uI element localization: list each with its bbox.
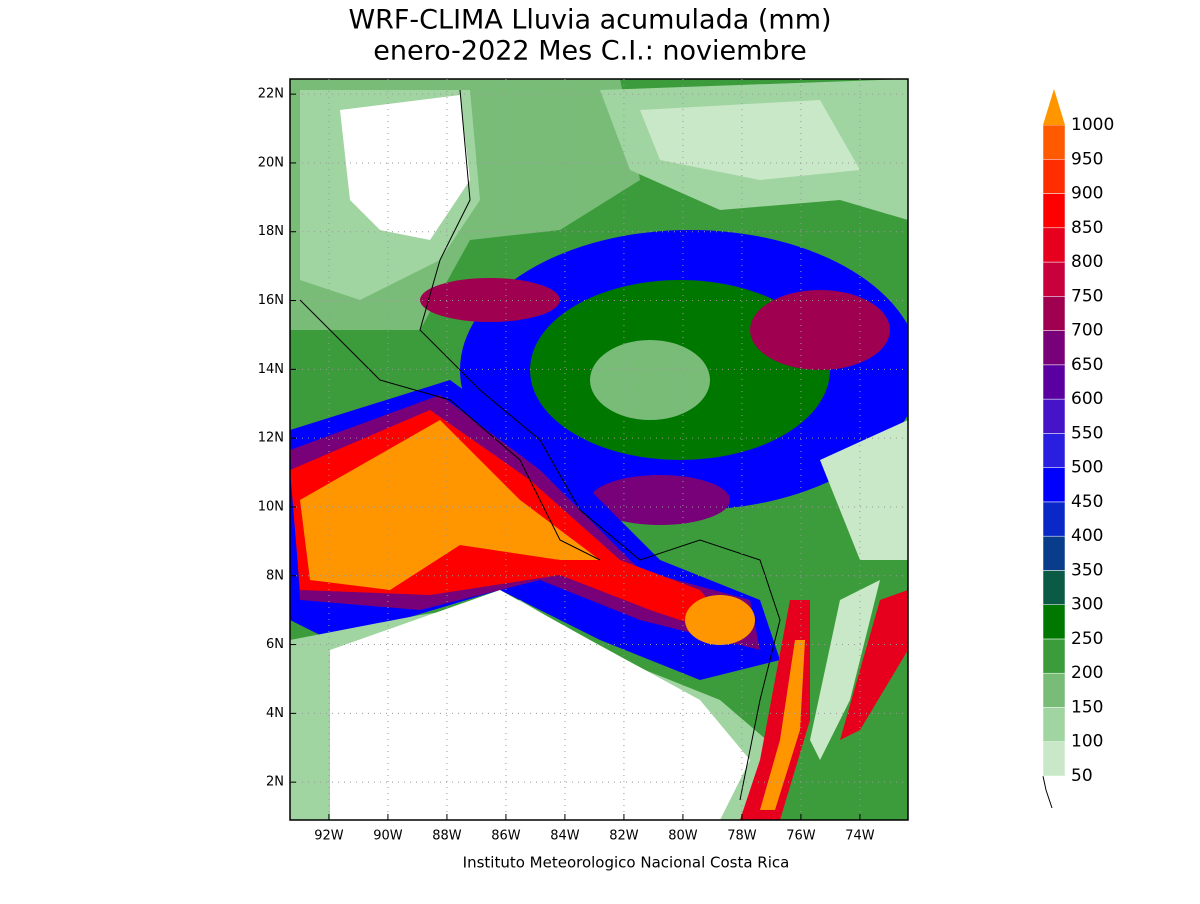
colorbar-label: 950 [1071, 149, 1103, 169]
y-tick-label: 20N [258, 155, 284, 170]
colorbar-swatch [1042, 364, 1066, 400]
colorbar-label: 600 [1071, 389, 1103, 409]
x-tick-label: 84W [550, 829, 580, 844]
y-tick-label: 12N [258, 431, 284, 446]
colorbar-label: 200 [1071, 663, 1103, 683]
colorbar-label: 750 [1071, 286, 1103, 306]
colorbar-label: 700 [1071, 321, 1103, 341]
colorbar-swatch [1042, 227, 1066, 263]
y-tick-label: 16N [258, 293, 284, 308]
y-tick-label: 14N [258, 362, 284, 377]
colorbar-swatch [1042, 535, 1066, 571]
x-tick-label: 74W [845, 829, 875, 844]
y-tick-label: 4N [266, 706, 284, 721]
y-tick-label: 2N [266, 775, 284, 790]
colorbar-label: 800 [1071, 252, 1103, 272]
colorbar-label: 50 [1071, 766, 1093, 786]
colorbar-swatch [1042, 501, 1066, 537]
colorbar-arrow [1043, 89, 1065, 125]
title-line: WRF-CLIMA Lluvia acumulada (mm) [348, 5, 831, 36]
colorbar-label: 900 [1071, 184, 1103, 204]
colorbar-label: 300 [1071, 595, 1103, 615]
colorbar-label: 400 [1071, 526, 1103, 546]
colorbar-label: 250 [1071, 629, 1103, 649]
x-tick-label: 76W [786, 829, 816, 844]
colorbar-end [1042, 775, 1053, 809]
colorbar-label: 350 [1071, 560, 1103, 580]
x-tick-label: 88W [432, 829, 462, 844]
colorbar-swatch [1042, 193, 1066, 229]
precip-field [290, 79, 908, 820]
colorbar-swatch [1042, 570, 1066, 605]
colorbar-label: 450 [1071, 492, 1103, 512]
colorbar-label: 1000 [1071, 115, 1114, 135]
colorbar-swatch [1042, 672, 1066, 708]
y-tick-label: 10N [258, 499, 284, 514]
x-tick-label: 90W [373, 829, 403, 844]
x-tick-label: 92W [314, 829, 344, 844]
colorbar-swatch [1042, 261, 1066, 297]
y-tick-label: 8N [266, 568, 284, 583]
y-tick-label: 6N [266, 637, 284, 652]
title-line: enero-2022 Mes C.I.: noviembre [373, 36, 806, 67]
colorbar-swatch [1042, 604, 1066, 640]
colorbar-swatch [1042, 741, 1066, 777]
colorbar-swatch [1042, 296, 1066, 331]
colorbar-swatch [1042, 330, 1066, 366]
colorbar-swatch [1042, 159, 1066, 194]
x-tick-label: 80W [668, 829, 698, 844]
map-frame [289, 78, 909, 821]
colorbar-label: 850 [1071, 218, 1103, 238]
x-tick-label: 82W [609, 829, 639, 844]
colorbar-swatch [1042, 124, 1066, 160]
colorbar-swatch [1042, 398, 1066, 434]
y-tick-label: 22N [258, 87, 284, 102]
colorbar-swatch [1042, 433, 1066, 468]
colorbar-label: 500 [1071, 458, 1103, 478]
x-tick-label: 86W [491, 829, 521, 844]
colorbar-label: 150 [1071, 697, 1103, 717]
colorbar-swatch [1042, 707, 1066, 742]
colorbar-label: 100 [1071, 732, 1103, 752]
colorbar-swatch [1042, 638, 1066, 674]
footer: Instituto Meteorologico Nacional Costa R… [463, 854, 790, 872]
colorbar-label: 650 [1071, 355, 1103, 375]
colorbar-swatch [1042, 467, 1066, 503]
y-tick-label: 18N [258, 224, 284, 239]
x-tick-label: 78W [727, 829, 757, 844]
colorbar-label: 550 [1071, 423, 1103, 443]
